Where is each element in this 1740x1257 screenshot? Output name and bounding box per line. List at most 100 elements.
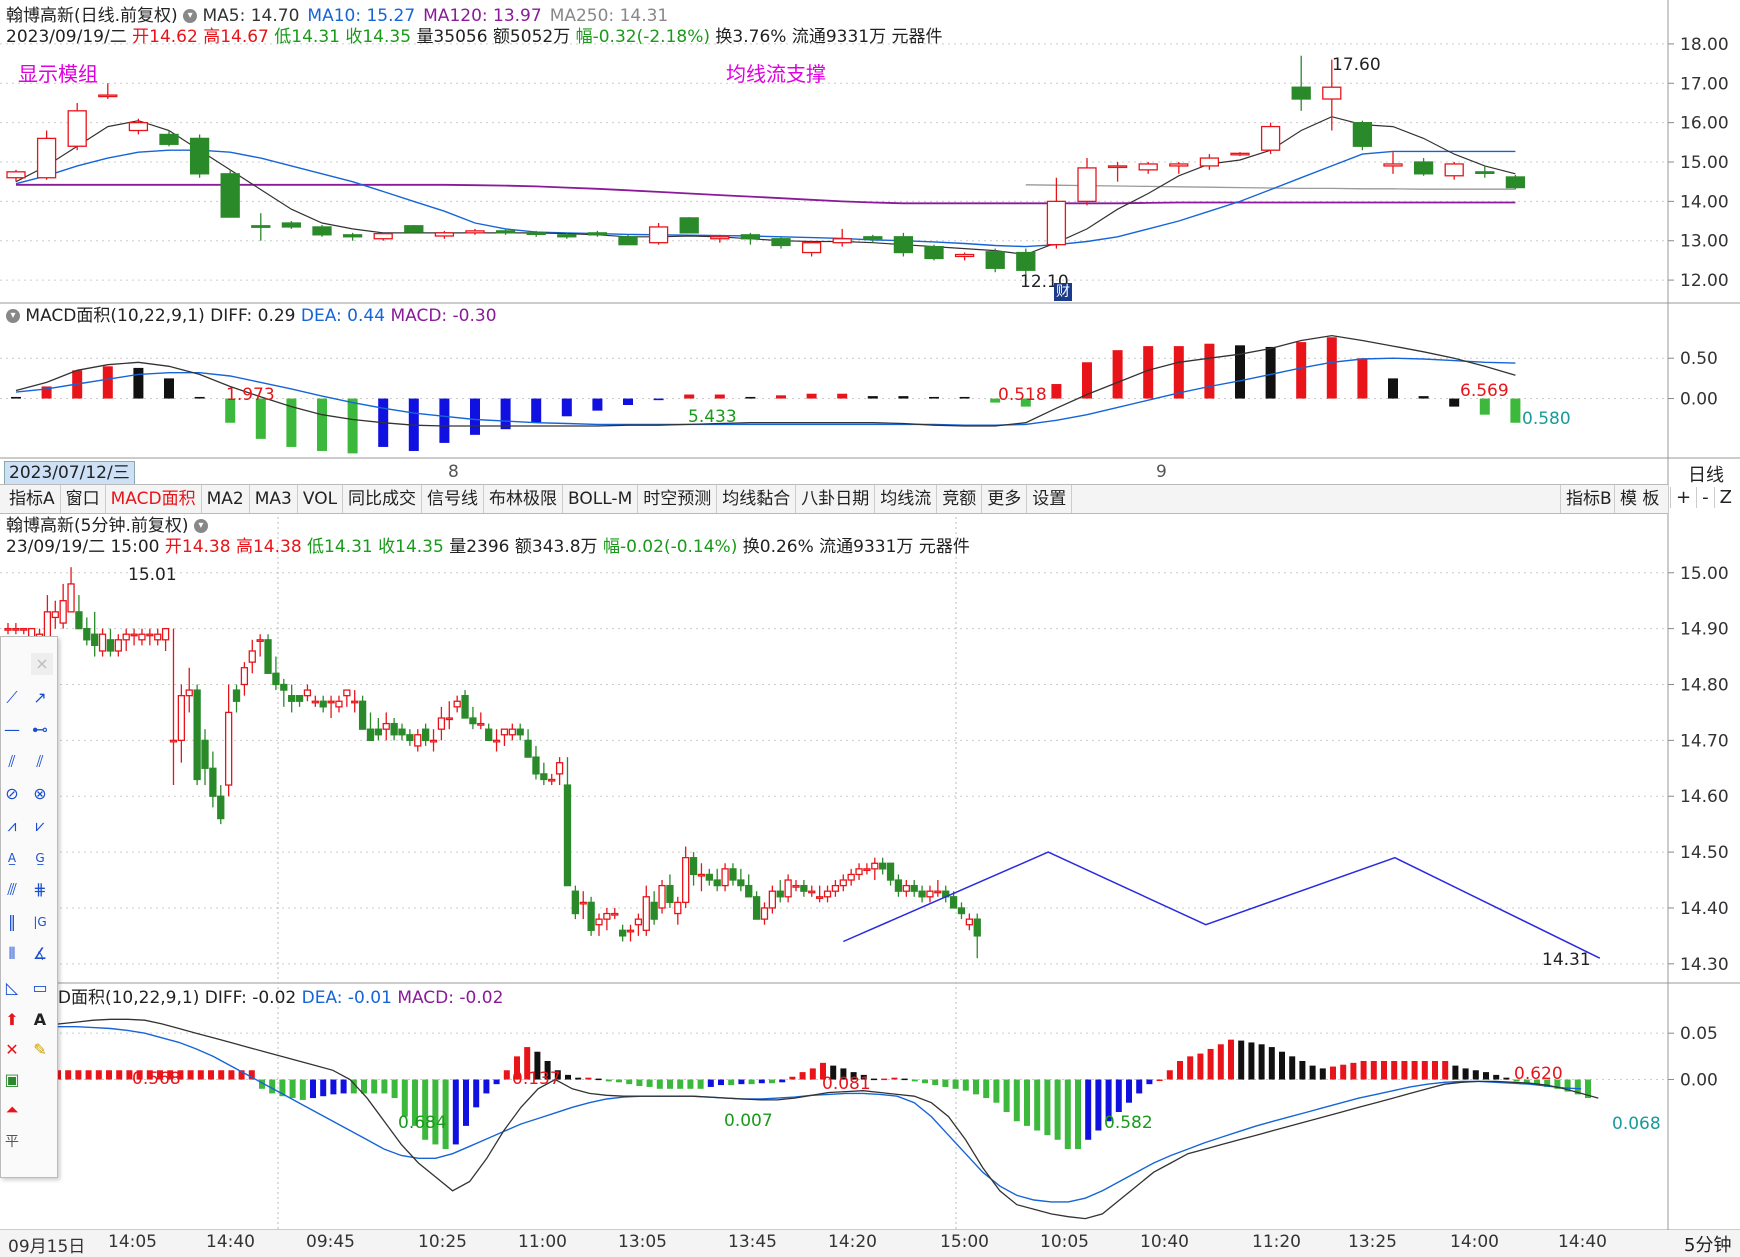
toolbar-item[interactable]: 八卦日期 bbox=[796, 485, 876, 513]
macd-histogram-bar bbox=[401, 1079, 408, 1117]
toolbar-item[interactable]: 同比成交 bbox=[343, 485, 423, 513]
gann-icon[interactable]: |G bbox=[33, 915, 47, 929]
toolbar-item[interactable]: MACD面积 bbox=[106, 485, 202, 513]
intraday-date: 23/09/19/二 15:00 bbox=[6, 537, 160, 557]
toolbar-item[interactable]: 更多 bbox=[982, 485, 1028, 513]
macd-histogram-bar bbox=[514, 1056, 520, 1080]
parallel-lines-icon[interactable]: ⫽ bbox=[8, 752, 16, 771]
macd-histogram-bar bbox=[898, 396, 909, 399]
circle-cross-icon[interactable]: ⊗ bbox=[33, 784, 47, 803]
zigzag-icon[interactable]: ⩗ bbox=[35, 816, 45, 835]
toolbar-item[interactable]: 均线流 bbox=[875, 485, 938, 513]
macd-histogram-bar bbox=[1449, 398, 1460, 407]
stack-icon[interactable]: ⏶ bbox=[5, 1100, 19, 1119]
screenshot-icon[interactable]: ▣ bbox=[4, 1070, 20, 1089]
candle-body bbox=[555, 762, 564, 775]
text-tool-icon[interactable]: A bbox=[33, 1010, 47, 1029]
line-segment-icon[interactable]: ⟋ bbox=[6, 688, 18, 707]
angle-line-icon[interactable]: ∡ bbox=[32, 944, 48, 963]
daily-macd-title[interactable]: MACD面积(10,22,9,1) bbox=[25, 306, 205, 326]
daily-date: 2023/09/19/二 bbox=[6, 27, 127, 47]
fibonacci-icon[interactable]: ⋕ bbox=[33, 880, 47, 899]
wave-icon[interactable]: ⩘ bbox=[7, 816, 17, 835]
toolbar-item[interactable]: VOL bbox=[298, 485, 344, 513]
period-lines-icon[interactable]: ⦀ bbox=[8, 944, 16, 963]
zoom-out-button[interactable]: - bbox=[1696, 487, 1714, 508]
candle-body bbox=[571, 890, 580, 915]
candle-body bbox=[4, 627, 12, 631]
month-label: 9 bbox=[1156, 462, 1167, 482]
paint-icon[interactable]: ✎ bbox=[33, 1040, 47, 1059]
macd-histogram-bar bbox=[55, 1070, 61, 1080]
triangle-icon[interactable]: ◺ bbox=[5, 978, 19, 997]
dea-line bbox=[7, 1023, 1582, 1203]
horizontal-line-icon[interactable]: — bbox=[4, 720, 20, 739]
settings-icon[interactable]: ▾ bbox=[193, 519, 208, 533]
arrow-line-icon[interactable]: ↗ bbox=[33, 688, 47, 707]
toolbar-item[interactable]: BOLL-M bbox=[563, 485, 639, 513]
rectangle-icon[interactable]: ▭ bbox=[32, 978, 48, 997]
macd-histogram-bar bbox=[1204, 343, 1215, 399]
ma-value: MA5: 14.70 bbox=[202, 6, 300, 26]
candle-body bbox=[1444, 163, 1464, 177]
text-a-icon[interactable]: A̲ bbox=[7, 851, 17, 865]
up-arrow-icon[interactable]: ⬆ bbox=[5, 1010, 19, 1029]
macd-histogram-bar bbox=[279, 1079, 286, 1097]
finance-badge[interactable]: 财 bbox=[1054, 283, 1072, 301]
zoom-in-button[interactable]: + bbox=[1670, 487, 1697, 508]
toolbar-item[interactable]: 竞额 bbox=[937, 485, 983, 513]
intraday-period-label[interactable]: 5分钟 bbox=[1684, 1235, 1732, 1256]
settings-icon[interactable]: ▾ bbox=[6, 309, 20, 323]
candle-body bbox=[161, 627, 170, 641]
candle-body bbox=[1199, 157, 1220, 167]
macd-histogram-bar bbox=[561, 398, 572, 417]
candle-body bbox=[949, 896, 958, 909]
vertical-lines-icon[interactable]: ‖ bbox=[8, 912, 16, 931]
candle-body bbox=[390, 722, 398, 736]
macd-histogram-bar bbox=[483, 1079, 490, 1094]
candle-body bbox=[745, 884, 753, 898]
toolbar-item[interactable]: MA2 bbox=[202, 485, 250, 513]
macd-histogram-bar bbox=[102, 366, 113, 399]
macd-histogram-bar bbox=[745, 396, 756, 399]
circle-icon[interactable]: ⊘ bbox=[5, 784, 19, 803]
macd-histogram-bar bbox=[677, 1079, 684, 1089]
toolbar-item[interactable]: 布林极限 bbox=[484, 485, 564, 513]
daily-period-label[interactable]: 日线 bbox=[1688, 465, 1724, 486]
fan-icon[interactable]: ⫻ bbox=[7, 880, 17, 899]
indicator-b-button[interactable]: 指标B bbox=[1560, 485, 1617, 513]
candle-body bbox=[122, 633, 130, 641]
macd-histogram-bar bbox=[218, 1070, 225, 1080]
delete-icon[interactable]: ✕ bbox=[5, 1040, 19, 1059]
zoom-reset-button[interactable]: Z bbox=[1713, 487, 1737, 508]
candle-body bbox=[106, 639, 115, 652]
price-tick-label: 0.00 bbox=[1680, 390, 1718, 410]
macd-histogram-bar bbox=[779, 1079, 786, 1083]
candle-body bbox=[453, 700, 461, 708]
settings-icon[interactable]: ▾ bbox=[183, 9, 198, 23]
macd-histogram-bar bbox=[1024, 1079, 1030, 1126]
candle-body bbox=[177, 695, 186, 742]
text-g-icon[interactable]: G̲ bbox=[35, 851, 45, 865]
toolbar-item[interactable]: 信号线 bbox=[422, 485, 485, 513]
toolbar-item[interactable]: 均线黏合 bbox=[717, 485, 797, 513]
channel-icon[interactable]: ⫽ bbox=[36, 752, 44, 771]
toolbar-item[interactable]: MA3 bbox=[250, 485, 298, 513]
macd-histogram-bar bbox=[1173, 346, 1184, 399]
toolbar-item[interactable]: 设置 bbox=[1027, 485, 1073, 513]
candle-body bbox=[138, 633, 146, 641]
candle-body bbox=[366, 728, 375, 742]
close-icon[interactable]: × bbox=[31, 653, 53, 675]
macd-area-label: 0.684 bbox=[398, 1113, 447, 1133]
template-button[interactable]: 模 板 bbox=[1614, 485, 1664, 513]
ray-line-icon[interactable]: ⊷ bbox=[32, 720, 48, 739]
toolbar-item[interactable]: 时空预测 bbox=[638, 485, 718, 513]
candle-body bbox=[1322, 86, 1342, 100]
daily-title[interactable]: 翰博高新(日线.前复权) bbox=[6, 6, 178, 26]
intraday-title[interactable]: 翰博高新(5分钟.前复权) bbox=[6, 516, 189, 536]
candle-body bbox=[114, 639, 122, 652]
toolbar-item[interactable]: 窗口 bbox=[61, 485, 106, 513]
toolbar-item[interactable]: 指标A bbox=[4, 485, 61, 513]
intraday-macd-title[interactable]: MACD面积(10,22,9,1) bbox=[20, 988, 200, 1008]
candle-body bbox=[1107, 165, 1128, 169]
